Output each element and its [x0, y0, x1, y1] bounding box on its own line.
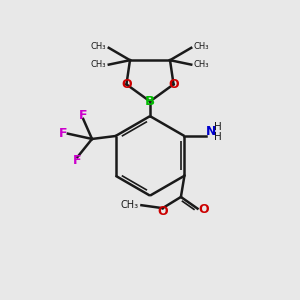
Text: F: F: [59, 127, 68, 140]
Text: F: F: [79, 110, 87, 122]
Text: H: H: [214, 122, 222, 132]
Text: N: N: [206, 125, 217, 138]
Text: CH₃: CH₃: [194, 60, 209, 69]
Text: B: B: [145, 95, 155, 108]
Text: CH₃: CH₃: [194, 42, 209, 51]
Text: O: O: [157, 205, 168, 218]
Text: O: O: [168, 78, 179, 91]
Text: H: H: [214, 133, 222, 142]
Text: CH₃: CH₃: [91, 42, 106, 51]
Text: CH₃: CH₃: [121, 200, 139, 210]
Text: CH₃: CH₃: [91, 60, 106, 69]
Text: F: F: [73, 154, 82, 167]
Text: O: O: [121, 78, 132, 91]
Text: O: O: [199, 203, 209, 216]
